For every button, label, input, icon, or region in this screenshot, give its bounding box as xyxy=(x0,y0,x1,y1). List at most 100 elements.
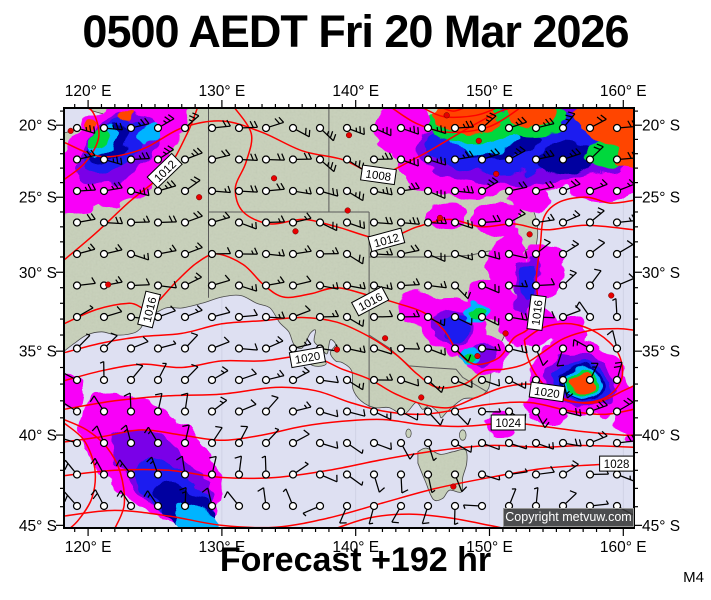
wind-barb xyxy=(423,155,447,166)
wind-barb xyxy=(342,312,365,328)
wind-barb xyxy=(396,182,420,196)
wind-barb xyxy=(207,211,231,227)
wind-barb xyxy=(477,249,501,260)
wind-barb xyxy=(396,407,419,421)
wind-barb xyxy=(288,429,310,448)
wind-barb xyxy=(126,278,151,290)
wind-barb xyxy=(450,407,472,426)
wind-barb xyxy=(261,455,271,479)
wind-barb xyxy=(450,281,472,300)
wind-barb xyxy=(558,269,577,290)
wind-barb xyxy=(477,438,500,451)
wind-barb xyxy=(302,501,325,517)
wind-barb xyxy=(391,501,406,524)
wind-barb xyxy=(450,501,460,526)
state-border xyxy=(368,334,489,393)
wind-barb xyxy=(504,181,528,196)
wind-barb xyxy=(450,312,473,326)
wind-barb xyxy=(612,361,623,385)
lon-label-bottom: 160° E xyxy=(600,539,647,556)
wind-barb xyxy=(558,407,582,417)
wind-barb xyxy=(282,488,298,511)
isobar-line xyxy=(64,386,634,416)
isobar-label: 1008 xyxy=(360,164,397,186)
wind-barb xyxy=(179,486,190,511)
wind-barb xyxy=(531,149,555,164)
wind-barb xyxy=(585,238,606,259)
wind-barb xyxy=(477,343,501,353)
wind-barb xyxy=(99,216,124,227)
wind-barb xyxy=(90,457,109,479)
wind-barb xyxy=(153,281,177,290)
wind-barb xyxy=(288,461,309,479)
lat-label-left: 40° S xyxy=(19,428,57,445)
wind-barb xyxy=(234,308,258,322)
wind-barb xyxy=(450,218,474,229)
wind-barb xyxy=(234,455,244,479)
wind-barb xyxy=(450,438,473,453)
isobar-line xyxy=(64,422,97,528)
wind-barb xyxy=(72,333,91,353)
wind-barb xyxy=(423,407,444,426)
wind-barb xyxy=(572,338,595,353)
lat-label-left: 35° S xyxy=(19,344,57,361)
wind-barb xyxy=(143,426,163,448)
wind-barb xyxy=(288,338,312,353)
lon-label-bottom: 120° E xyxy=(65,539,112,556)
svg-text:1024: 1024 xyxy=(495,418,521,430)
wind-barb xyxy=(315,123,337,142)
wind-barb xyxy=(585,430,608,448)
wind-barb xyxy=(369,344,393,355)
wind-barb xyxy=(126,117,150,133)
isobar-line xyxy=(421,108,499,119)
wind-barb xyxy=(450,249,474,261)
copyright-badge: Copyright metvuw.com xyxy=(503,508,634,527)
wind-barb xyxy=(531,278,556,290)
wind-barb xyxy=(99,360,109,385)
wind-barb xyxy=(315,247,340,259)
wind-barb xyxy=(261,182,285,196)
city-dot xyxy=(345,132,353,139)
city-dot xyxy=(436,214,444,221)
wind-barb xyxy=(612,214,634,227)
wind-barb xyxy=(396,342,421,353)
axis-ticks xyxy=(56,100,642,536)
isobar-line xyxy=(64,196,634,366)
svg-text:1020: 1020 xyxy=(533,386,560,401)
wind-barb xyxy=(180,176,201,196)
wind-barb xyxy=(153,362,167,385)
wind-barb xyxy=(531,407,550,429)
precip-cell xyxy=(613,387,634,442)
model-version-label: M4 xyxy=(683,569,704,586)
wind-barb xyxy=(585,114,607,133)
wind-barb xyxy=(153,145,174,164)
wind-barb xyxy=(143,490,163,511)
wind-barb xyxy=(99,243,123,259)
isobar-line xyxy=(64,316,634,389)
wind-barb xyxy=(369,216,394,227)
wind-barb xyxy=(99,332,118,353)
wind-barb xyxy=(180,392,190,416)
wind-barb xyxy=(180,147,203,164)
wind-barb xyxy=(72,123,96,134)
isobar-label: 1016 xyxy=(526,294,547,331)
city-dot xyxy=(333,346,341,353)
forecast-label: Forecast +192 hr xyxy=(219,541,492,579)
lat-label-right: 25° S xyxy=(642,190,680,207)
wind-barb xyxy=(369,123,392,137)
wind-barb xyxy=(234,425,249,448)
wind-barb xyxy=(504,468,528,479)
wind-barb xyxy=(180,332,199,353)
city-dot xyxy=(418,394,425,401)
wind-barb xyxy=(477,214,502,227)
wind-barb xyxy=(342,218,366,230)
svg-text:1020: 1020 xyxy=(294,351,321,367)
wind-barb xyxy=(207,149,231,164)
wind-barb xyxy=(585,362,599,385)
city-dot xyxy=(526,231,533,238)
city-dot xyxy=(67,127,74,134)
wind-barb xyxy=(342,407,366,417)
wind-barb xyxy=(477,375,501,387)
wind-barb xyxy=(126,152,151,164)
